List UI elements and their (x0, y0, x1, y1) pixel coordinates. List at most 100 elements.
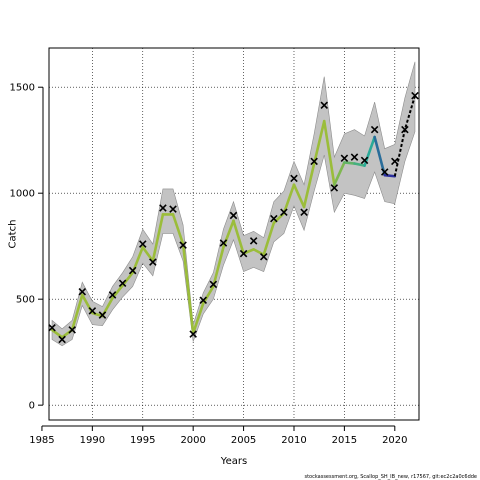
observed-point (138, 240, 147, 248)
fitted-segment (322, 119, 336, 187)
x-tick-label: 2010 (281, 435, 306, 446)
x-tick-label: 2020 (382, 435, 407, 446)
y-tick-label: 1000 (10, 189, 35, 200)
fitted-segment (363, 135, 376, 167)
observed-point (149, 258, 157, 266)
observed-point (259, 253, 268, 261)
observed-point-stroke (411, 91, 419, 100)
observed-point-stroke (249, 237, 258, 245)
fitted-segment (222, 219, 235, 249)
x-axis-label: Years (220, 456, 247, 467)
observed-point (350, 153, 359, 161)
observed-markers (48, 91, 419, 344)
observed-point-stroke (310, 157, 318, 166)
observed-point (199, 296, 208, 305)
fitted-segment (353, 162, 366, 167)
observed-point (118, 279, 127, 288)
fitted-segment (181, 242, 195, 335)
observed-point-stroke (199, 296, 208, 305)
fitted-segment (232, 219, 245, 255)
fitted-segment (50, 328, 64, 339)
observed-point-stroke (209, 280, 218, 289)
observed-point (159, 204, 167, 212)
observed-point-stroke (58, 335, 66, 344)
observed-point-stroke (401, 125, 409, 134)
fitted-segment (343, 161, 356, 165)
observed-point (310, 157, 318, 166)
x-tick-label: 2005 (231, 435, 256, 446)
observed-point (108, 291, 117, 299)
observed-point (300, 208, 308, 217)
observed-point-stroke (189, 330, 197, 338)
fitted-segment (383, 173, 397, 178)
observed-point-stroke (239, 249, 248, 258)
observed-point-stroke (169, 205, 177, 213)
x-tick-label: 1990 (80, 435, 105, 446)
fitted-segment (252, 248, 266, 256)
observed-point-stroke (350, 153, 359, 161)
observed-point (340, 154, 349, 162)
observed-point (128, 266, 137, 275)
observed-point-stroke (118, 279, 127, 288)
observed-point (169, 205, 177, 213)
x-tick-label: 1985 (29, 435, 54, 446)
fitted-segment (292, 183, 306, 209)
observed-point (239, 249, 248, 258)
observed-point (179, 241, 187, 249)
y-tick-label: 500 (16, 295, 35, 306)
observed-point-stroke (391, 157, 399, 166)
fitted-segment (201, 285, 215, 305)
observed-point (209, 280, 218, 289)
fitted-segment (141, 245, 155, 263)
observed-point (360, 156, 369, 165)
observed-point-stroke (270, 214, 278, 223)
fitted-segment (171, 213, 185, 246)
observed-point (290, 174, 298, 183)
observed-point (401, 125, 409, 134)
observed-point-stroke (229, 211, 238, 220)
observed-point (68, 326, 76, 334)
observed-point-stroke (380, 168, 389, 176)
observed-point-stroke (98, 311, 107, 319)
observed-point (411, 91, 419, 100)
observed-point (189, 330, 197, 338)
observed-point (330, 184, 339, 192)
observed-point-stroke (300, 208, 308, 217)
fitted-segment (191, 302, 205, 335)
observed-point-stroke (340, 154, 349, 162)
x-tick-label: 1995 (130, 435, 155, 446)
observed-point-stroke (219, 239, 228, 247)
observed-point-stroke (179, 241, 187, 249)
observed-point (280, 208, 288, 217)
y-axis-label: Catch (8, 220, 19, 249)
x-tick-label: 2015 (332, 435, 357, 446)
fitted-segment (312, 119, 326, 165)
observed-point (78, 287, 87, 296)
observed-point (219, 239, 228, 247)
observed-point (270, 214, 278, 223)
observed-point-stroke (128, 266, 137, 275)
x-tick-label: 2000 (180, 435, 205, 446)
fitted-segment (282, 183, 296, 215)
footer-note: stockassessment.org, Scallop_SH_IB_new, … (304, 474, 477, 480)
observed-point (98, 311, 107, 319)
y-tick-label: 1500 (10, 83, 35, 94)
observed-point-stroke (320, 101, 328, 109)
observed-point (48, 324, 56, 332)
y-tick-label: 0 (29, 401, 35, 412)
fitted-segment (212, 245, 225, 288)
observed-point (320, 101, 328, 109)
observed-point-stroke (290, 174, 298, 183)
observed-point (249, 237, 258, 245)
observed-point-stroke (48, 324, 56, 332)
observed-point-stroke (259, 253, 268, 261)
observed-point (58, 335, 66, 344)
observed-point-stroke (360, 156, 369, 165)
observed-point (391, 157, 399, 166)
observed-point-stroke (68, 326, 76, 334)
observed-point-stroke (370, 125, 379, 134)
band-area (51, 61, 416, 347)
plot-frame (48, 47, 420, 421)
fitted-segment (262, 221, 276, 256)
